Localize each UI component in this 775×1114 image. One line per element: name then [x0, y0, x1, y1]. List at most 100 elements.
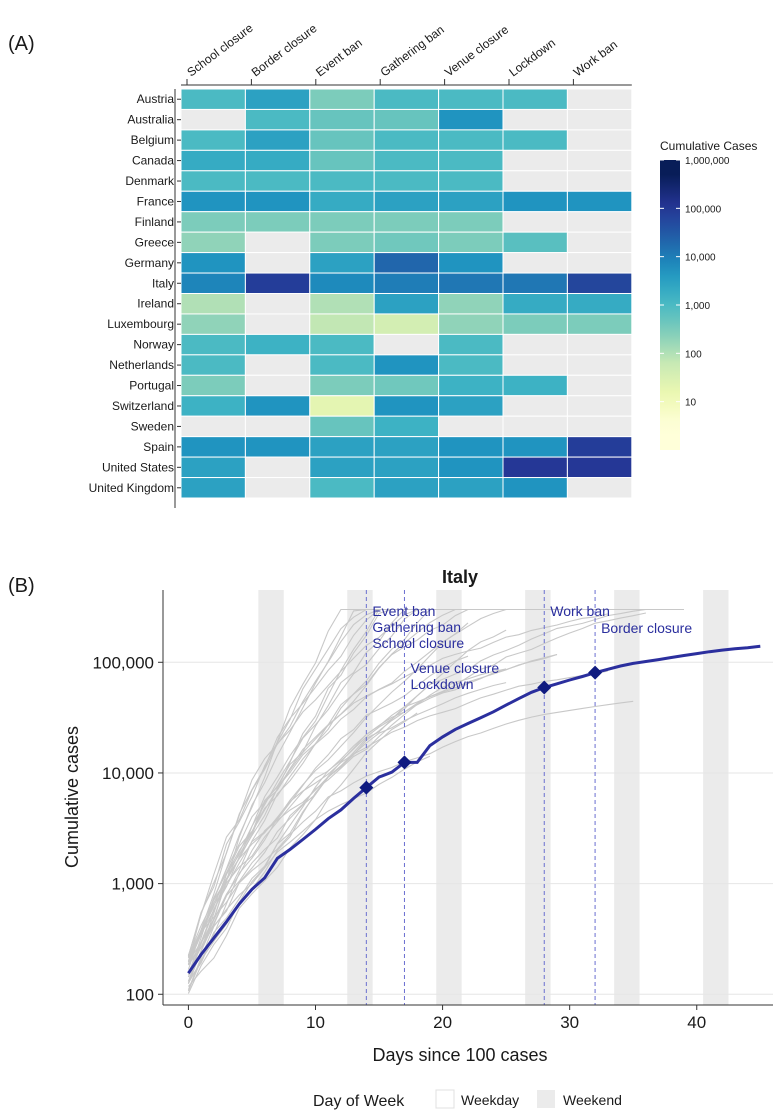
heatmap-cell	[373, 313, 440, 335]
intervention-label: Border closure	[601, 620, 692, 636]
heatmap-cell	[180, 477, 246, 499]
heatmap-cell	[502, 231, 568, 254]
heatmap-cell	[502, 190, 568, 213]
column-label: Gathering ban	[378, 22, 447, 79]
italy-line	[187, 644, 761, 975]
intervention-label: Venue closure	[410, 660, 499, 676]
intervention-label: Gathering ban	[372, 619, 461, 635]
row-label: Italy	[152, 276, 174, 290]
heatmap-cell	[373, 415, 440, 438]
heatmap-cell	[502, 252, 568, 274]
country-line	[187, 700, 634, 956]
heatmap-cell	[244, 415, 311, 438]
heatmap-cell	[438, 272, 504, 294]
country-line	[187, 653, 558, 994]
heatmap-cell	[180, 149, 246, 172]
heatmap-cell	[180, 333, 246, 356]
heatmap-cell	[309, 252, 375, 274]
heatmap-cell	[566, 231, 633, 254]
row-label: United States	[102, 460, 174, 474]
heatmap-cell	[373, 456, 440, 479]
heatmap-cell	[180, 190, 246, 213]
heatmap-cell	[180, 272, 246, 294]
heatmap-cell	[438, 456, 504, 479]
heatmap-cell	[438, 231, 504, 254]
heatmap-cell	[438, 108, 504, 131]
country-line	[187, 668, 507, 978]
legend-entry: Weekend	[563, 1092, 622, 1108]
legend-title: Cumulative Cases	[660, 139, 757, 153]
row-label: Portugal	[129, 379, 174, 393]
row-label: Belgium	[131, 133, 174, 147]
heatmap-cell	[502, 313, 568, 335]
country-line	[187, 655, 469, 973]
x-tick-label: 20	[433, 1013, 452, 1032]
heatmap-cell	[502, 211, 568, 233]
heatmap-cell	[502, 395, 568, 417]
x-tick-label: 30	[560, 1013, 579, 1032]
row-label: Luxembourg	[107, 317, 174, 331]
heatmap-cell	[373, 170, 440, 192]
heatmap-cell	[309, 149, 375, 172]
country-line	[187, 670, 608, 958]
heatmap-cell	[244, 313, 311, 335]
heatmap-cell	[438, 354, 504, 376]
heatmap-cell	[566, 88, 633, 110]
weekend-band	[347, 590, 373, 1005]
heatmap-cell	[180, 456, 246, 479]
heatmap-cell	[309, 170, 375, 192]
intervention-marker	[397, 755, 412, 770]
heatmap-cell	[244, 129, 311, 151]
chart-title: Italy	[442, 567, 478, 587]
legend-entry: Weekday	[461, 1092, 519, 1108]
heatmap-cell	[244, 190, 311, 213]
heatmap-cell	[244, 436, 311, 458]
country-line	[187, 612, 647, 992]
heatmap-cell	[309, 231, 375, 254]
x-tick-label: 40	[687, 1013, 706, 1032]
intervention-label: Event ban	[372, 603, 435, 619]
heatmap-cell	[309, 436, 375, 458]
heatmap-cell	[502, 170, 568, 192]
heatmap-cell	[244, 149, 311, 172]
heatmap-cell	[502, 354, 568, 376]
heatmap-cell	[180, 252, 246, 274]
heatmap-cell	[373, 272, 440, 294]
heatmap-cell	[244, 354, 311, 376]
heatmap-cell	[373, 293, 440, 315]
country-line	[187, 613, 608, 975]
panel-b-label: (B)	[8, 575, 35, 597]
x-tick-label: 0	[184, 1013, 193, 1032]
intervention-label: Lockdown	[410, 676, 473, 692]
heatmap-cell	[566, 374, 633, 397]
heatmap-cell	[180, 354, 246, 376]
heatmap-cell	[438, 129, 504, 151]
legend-tick-label: 100	[685, 349, 702, 360]
heatmap-cell	[373, 477, 440, 499]
legend-tick-label: 100,000	[685, 204, 722, 215]
heatmap-cell	[438, 190, 504, 213]
heatmap-cell	[502, 436, 568, 458]
country-line	[187, 608, 570, 982]
heatmap-cell	[502, 108, 568, 131]
heatmap-cell	[502, 272, 568, 294]
column-label: Venue closure	[442, 22, 511, 79]
heatmap-cell	[180, 129, 246, 151]
legend-tick-label: 10,000	[685, 253, 716, 264]
heatmap-cell	[309, 374, 375, 397]
heatmap-cell	[373, 129, 440, 151]
country-line	[187, 653, 558, 961]
heatmap-cell	[180, 108, 246, 131]
heatmap-cell	[438, 395, 504, 417]
heatmap-cell	[566, 333, 633, 356]
y-tick-label: 10,000	[102, 764, 154, 783]
heatmap-cell	[566, 190, 633, 213]
heatmap-cell	[244, 88, 311, 110]
heatmap-cell	[566, 272, 633, 294]
legend-swatch-weekend	[537, 1090, 555, 1108]
heatmap-cell	[566, 436, 633, 458]
heatmap-cell	[244, 374, 311, 397]
y-tick-label: 100	[126, 985, 154, 1004]
heatmap-cell	[373, 252, 440, 274]
